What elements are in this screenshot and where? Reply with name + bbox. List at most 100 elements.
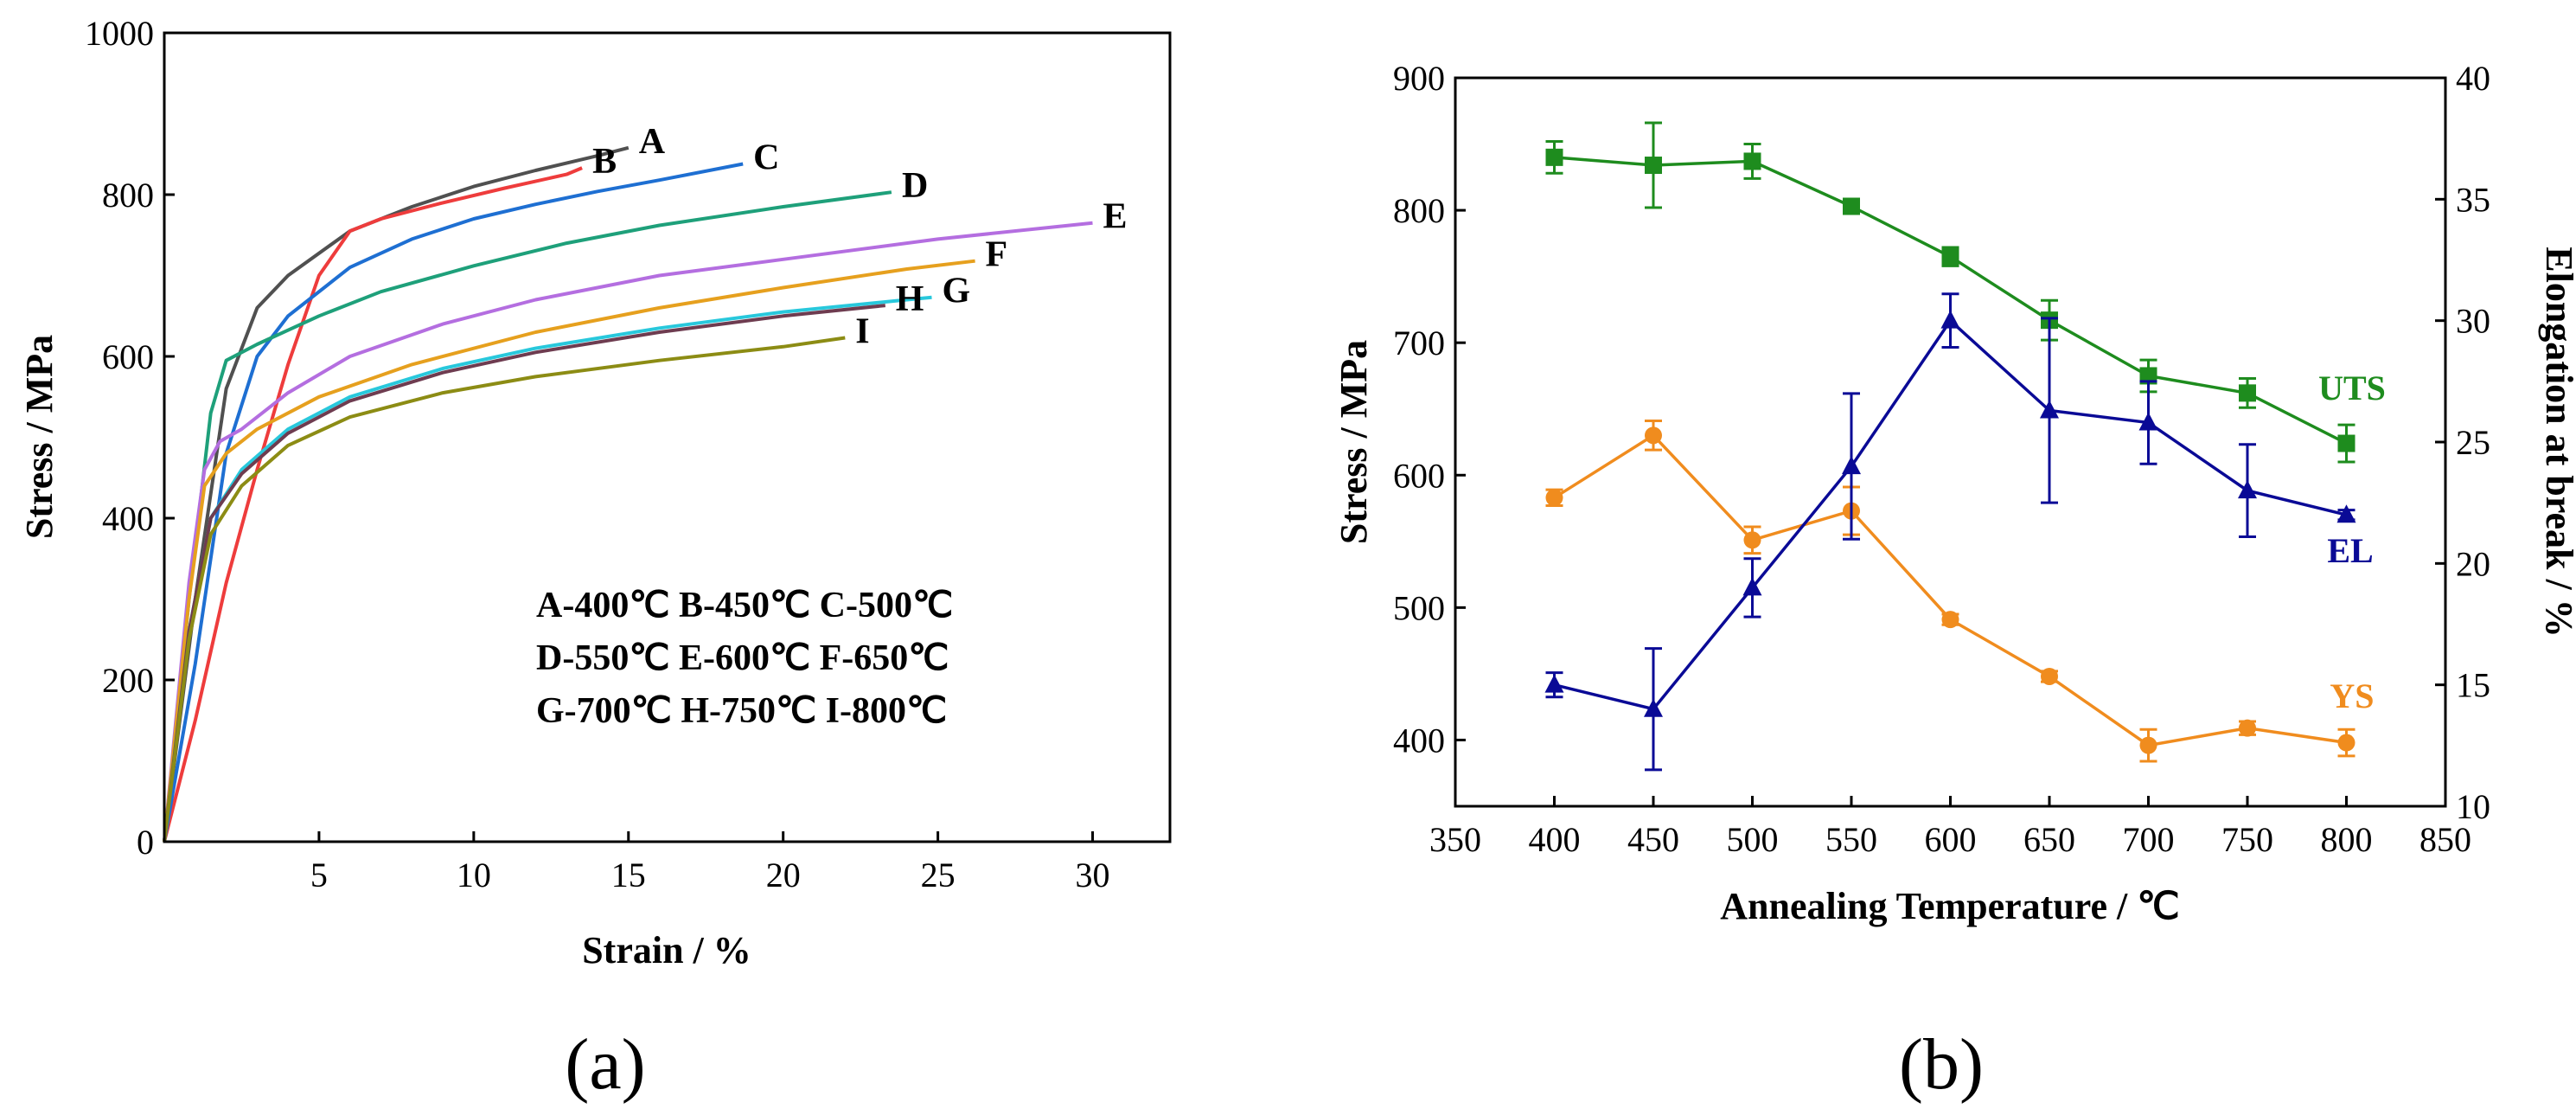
x-tick-label: 450 [1627, 820, 1679, 859]
chart-a-x-ticks: 5 10 15 20 25 30 [310, 831, 1110, 894]
data-point-circle [2139, 736, 2157, 754]
x-tick-label: 350 [1429, 820, 1481, 859]
y-tick-label: 700 [1393, 324, 1445, 362]
x-tick-label: 400 [1529, 820, 1581, 859]
series-line-c [163, 162, 744, 843]
y2-tick-label: 35 [2456, 180, 2490, 219]
chart-a-legend: A-400℃ B-450℃ C-500℃ D-550℃ E-600℃ F-650… [536, 586, 953, 731]
x-tick-label: 850 [2419, 820, 2471, 859]
series-el: EL [1544, 292, 2374, 772]
series-label-uts: UTS [2318, 369, 2386, 407]
x-tick-label: 10 [457, 856, 491, 894]
y-tick-label: 200 [102, 661, 154, 700]
data-point-circle [1941, 611, 1959, 629]
data-point-circle [1645, 426, 1662, 445]
curve-label-h: H [896, 279, 924, 319]
chart-b-y-ticks: 400 500 600 700 800 900 [1393, 59, 1466, 760]
chart-a-xlabel: Strain / % [582, 929, 751, 971]
chart-a-ylabel: Stress / MPa [18, 335, 61, 539]
y-tick-label: 800 [1393, 191, 1445, 230]
data-point-circle [1545, 489, 1563, 507]
x-tick-label: 5 [310, 856, 328, 894]
data-point-square [1743, 152, 1761, 170]
x-tick-label: 600 [1925, 820, 1977, 859]
series-line-a [163, 145, 630, 843]
data-point-circle [2041, 667, 2058, 685]
y2-tick-label: 10 [2456, 787, 2490, 826]
y2-tick-label: 15 [2456, 666, 2490, 705]
data-point-triangle [2040, 400, 2059, 419]
series-line-g [163, 295, 932, 843]
data-point-triangle [1842, 456, 1861, 475]
y2-tick-label: 40 [2456, 59, 2490, 98]
panel-label-b: (b) [1899, 1024, 1984, 1105]
data-point-triangle [1940, 310, 1960, 329]
y-tick-label: 600 [1393, 456, 1445, 495]
chart-a-y-ticks: 0 200 400 600 800 1000 [85, 14, 175, 862]
data-point-triangle [1544, 674, 1564, 693]
series-line-e [163, 221, 1093, 843]
chart-a-frame [163, 31, 1172, 843]
x-tick-label: 500 [1727, 820, 1779, 859]
curve-label-c: C [753, 138, 779, 177]
series-line-i [163, 336, 846, 843]
series-line-h [163, 304, 886, 843]
chart-b-ylabel: Stress / MPa [1333, 340, 1375, 544]
chart-b-xlabel: Annealing Temperature / ℃ [1720, 885, 2179, 927]
data-point-square [1843, 197, 1860, 215]
x-tick-label: 700 [2123, 820, 2175, 859]
data-point-square [2337, 434, 2355, 452]
series-label-ys: YS [2330, 676, 2374, 715]
series-line-el [1554, 318, 2347, 711]
data-point-square [1941, 247, 1959, 266]
curve-label-d: D [902, 166, 928, 206]
y-tick-label: 800 [102, 176, 154, 215]
chart-b: 350 400 450 500 550 600 650 700 750 800 850 400 500… [1333, 59, 2576, 1105]
legend-line-2: D-550℃ E-600℃ F-650℃ [536, 638, 949, 678]
data-point-triangle [2238, 480, 2257, 499]
data-point-triangle [2336, 504, 2356, 523]
data-point-triangle [1742, 577, 1762, 596]
x-tick-label: 750 [2221, 820, 2273, 859]
x-tick-label: 550 [1825, 820, 1877, 859]
x-tick-label: 25 [921, 856, 956, 894]
series-ys: YS [1545, 420, 2375, 763]
x-tick-label: 800 [2321, 820, 2373, 859]
y-tick-label: 400 [102, 499, 154, 538]
curve-label-i: I [855, 311, 869, 351]
series-uts: UTS [1545, 121, 2386, 464]
panel-label-a: (a) [565, 1024, 645, 1105]
data-point-square [2239, 384, 2256, 402]
data-point-square [1545, 148, 1563, 166]
data-point-circle [2337, 734, 2355, 752]
data-point-square [1645, 157, 1662, 175]
legend-line-1: A-400℃ B-450℃ C-500℃ [536, 586, 953, 625]
y-tick-label: 1000 [85, 14, 154, 53]
series-line-b [163, 166, 583, 843]
curve-label-e: E [1103, 197, 1128, 237]
series-line-d [163, 190, 892, 843]
x-tick-label: 650 [2023, 820, 2075, 859]
y2-tick-label: 20 [2456, 544, 2490, 583]
y-tick-label: 500 [1393, 588, 1445, 627]
data-point-triangle [2138, 412, 2158, 431]
legend-line-3: G-700℃ H-750℃ I-800℃ [536, 691, 947, 731]
data-point-circle [2239, 719, 2256, 737]
series-line-ys [1553, 433, 2347, 747]
curve-label-b: B [592, 142, 617, 182]
curve-label-g: G [942, 272, 970, 311]
y-tick-label: 400 [1393, 721, 1445, 760]
curve-label-a: A [639, 122, 666, 162]
data-point-circle [1743, 531, 1761, 549]
x-tick-label: 15 [611, 856, 646, 894]
chart-b-series-group: UTS YS EL [1544, 121, 2386, 772]
x-tick-label: 30 [1076, 856, 1110, 894]
y-tick-label: 600 [102, 337, 154, 376]
y2-tick-label: 30 [2456, 302, 2490, 341]
data-point-triangle [1644, 698, 1663, 717]
chart-b-y2-ticks: 10 15 20 25 30 35 40 [2435, 59, 2490, 826]
y-tick-label: 900 [1393, 59, 1445, 98]
